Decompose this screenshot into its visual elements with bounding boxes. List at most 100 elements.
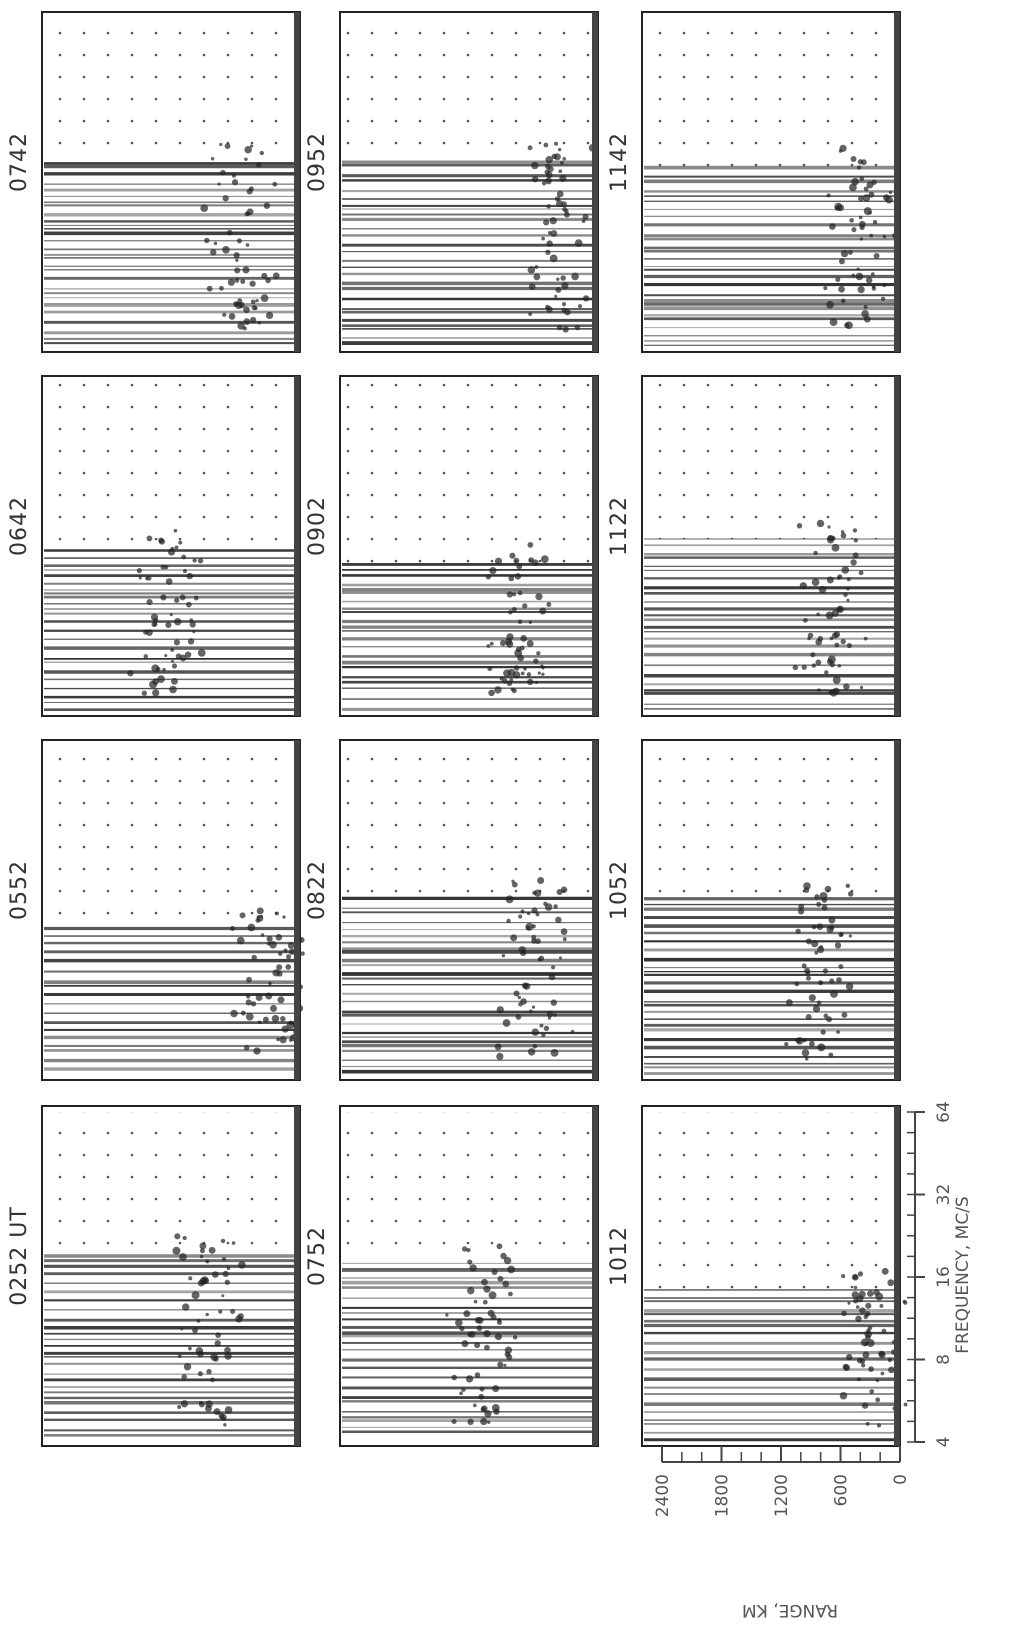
echo (180, 1327, 184, 1331)
echo (192, 630, 196, 634)
echo (850, 155, 857, 162)
echo (514, 649, 523, 658)
echo (826, 1016, 833, 1023)
echo (280, 1016, 286, 1022)
panel-edge (894, 1106, 900, 1446)
echo (199, 1248, 205, 1254)
echo (445, 1313, 449, 1317)
echo (824, 670, 829, 675)
echo (483, 1285, 491, 1293)
range-axis-title: RANGE, KM (742, 1600, 838, 1620)
echo (849, 218, 854, 223)
echo (859, 176, 865, 182)
echo (253, 1047, 261, 1055)
echo (221, 1294, 225, 1298)
echo (175, 653, 182, 660)
echo (197, 1371, 203, 1377)
ionogram-panel (641, 11, 901, 353)
dot-grid (646, 18, 896, 168)
echo (215, 1332, 222, 1339)
echo (243, 1045, 250, 1051)
echo (222, 312, 227, 317)
echo (804, 967, 811, 974)
echo (836, 977, 842, 983)
echo (869, 1389, 875, 1394)
echo (511, 881, 518, 888)
echo (856, 267, 860, 271)
echo (796, 523, 803, 529)
echo (821, 897, 827, 903)
echo (830, 990, 838, 998)
echo (533, 658, 539, 664)
echo (173, 528, 178, 533)
echo (807, 636, 811, 641)
echo (523, 666, 527, 671)
echo (857, 1377, 861, 1382)
echo (520, 909, 525, 914)
echo (883, 194, 890, 201)
echo (828, 916, 836, 924)
echo (259, 150, 264, 156)
echo (489, 566, 497, 575)
echo (881, 1267, 889, 1275)
echo (242, 266, 250, 274)
echo (199, 1242, 207, 1250)
echo (887, 1366, 895, 1374)
echo (834, 642, 840, 648)
echo (828, 690, 833, 695)
echo (265, 992, 273, 1000)
echo (300, 951, 305, 956)
echo (484, 1410, 492, 1418)
echo (838, 285, 845, 293)
panel-label: 0552 (7, 860, 32, 920)
echo (859, 1307, 866, 1314)
echo (848, 250, 853, 255)
echo (184, 651, 192, 658)
echo (543, 219, 550, 226)
echo (260, 914, 264, 918)
panel-label: 1142 (607, 132, 632, 192)
echo (171, 677, 178, 685)
echo (480, 1406, 486, 1413)
echo (817, 688, 821, 692)
echo (502, 1280, 510, 1288)
echo (556, 190, 564, 198)
echo (224, 1406, 233, 1414)
echo (577, 304, 583, 309)
echo (236, 936, 245, 945)
echo (875, 1292, 884, 1301)
echo (798, 903, 805, 910)
echo (508, 1291, 513, 1297)
echo (820, 1029, 826, 1035)
echo (146, 598, 153, 606)
echo (463, 1310, 471, 1318)
echo (803, 887, 810, 893)
echo (234, 278, 240, 283)
panel-edge (592, 1106, 598, 1446)
echo (847, 1301, 851, 1305)
echo (508, 609, 513, 615)
echo (825, 611, 834, 620)
echo (152, 689, 160, 697)
echo (479, 1386, 485, 1392)
dot-grid (646, 1112, 896, 1290)
echo (174, 618, 182, 626)
echo (531, 924, 536, 929)
echo (459, 1391, 463, 1396)
echo (582, 213, 589, 221)
echo (834, 205, 840, 211)
echo (857, 1271, 864, 1277)
echo (529, 1009, 533, 1014)
echo (823, 286, 828, 291)
echo (459, 1325, 465, 1332)
echo (846, 642, 852, 649)
echo (551, 153, 558, 160)
panel-label: 0252 UT (7, 1206, 32, 1306)
echo (514, 573, 522, 580)
echo (239, 912, 246, 919)
echo (256, 907, 264, 915)
echo (206, 285, 213, 292)
echo (869, 233, 874, 238)
echo (257, 1020, 262, 1025)
echo (541, 666, 545, 670)
